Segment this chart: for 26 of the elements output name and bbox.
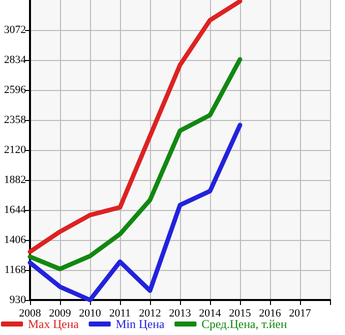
legend-label: Min Цена — [116, 317, 166, 331]
y-tick-label: 2358 — [4, 114, 26, 126]
y-tick-label: 2834 — [4, 54, 26, 66]
x-tick-label: 2010 — [79, 308, 102, 320]
y-tick-label: 2596 — [4, 84, 26, 96]
line-series — [28, 122, 242, 302]
y-tick-label: 1882 — [4, 174, 26, 186]
line-series — [28, 0, 242, 254]
legend-label: Max Цена — [28, 317, 80, 331]
x-tick-label: 2016 — [259, 308, 282, 320]
x-tick-label: 2015 — [229, 308, 252, 320]
line-series — [28, 57, 242, 272]
x-tick-label: 2008 — [19, 308, 42, 320]
x-tick-label: 2011 — [109, 308, 131, 320]
y-tick-label: 3072 — [4, 24, 26, 36]
x-tick-label: 2013 — [169, 308, 192, 320]
y-tick-label: 1644 — [4, 204, 26, 216]
y-tick-label: 1406 — [4, 234, 26, 246]
x-tick-label: 2014 — [199, 308, 222, 320]
x-tick-label: 2009 — [49, 308, 72, 320]
y-tick-label: 2120 — [4, 144, 26, 156]
y-tick-label: 930 — [10, 294, 26, 306]
legend-label: Сред.Цена, т.йен — [201, 317, 288, 331]
y-tick-label: 1168 — [4, 264, 26, 276]
x-tick-label: 2017 — [289, 308, 312, 320]
x-tick-label: 2012 — [139, 308, 161, 320]
